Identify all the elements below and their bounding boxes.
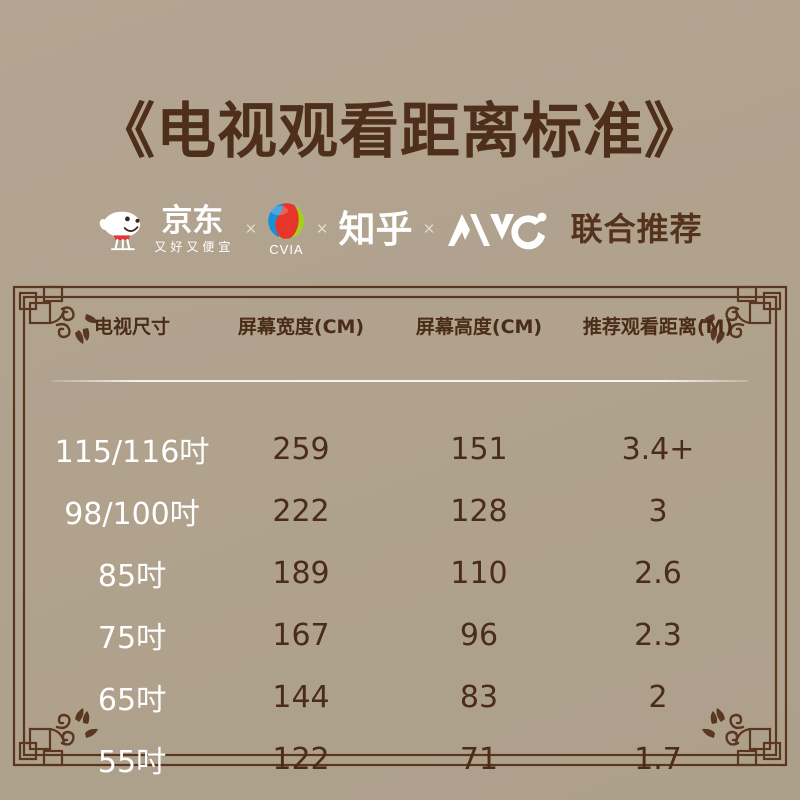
cell-size: 115/116吋 <box>54 435 210 470</box>
table-row: 75吋 167 96 2.3 <box>52 604 748 666</box>
table-header-row: 电视尺寸 屏幕宽度(CM) 屏幕高度(CM) 推荐观看距离(M) <box>52 312 748 358</box>
endorsement-label: 联合推荐 <box>570 210 703 248</box>
brand-logo-row: 京东 又好又便宜 × CVIA × <box>0 196 800 262</box>
brand-cvia: CVIA <box>267 202 305 256</box>
cell-width: 167 <box>272 617 330 653</box>
page-title: 《电视观看距离标准》 <box>95 97 705 167</box>
cell-distance: 3.4+ <box>621 431 695 467</box>
header-divider-cell <box>52 358 748 418</box>
column-header-width: 屏幕宽度(CM) <box>237 316 365 338</box>
header-divider-row <box>52 358 748 418</box>
column-header-distance: 推荐观看距离(M) <box>582 316 734 338</box>
brand-separator-1: × <box>245 218 257 240</box>
cell-height: 151 <box>450 431 508 467</box>
cell-height: 71 <box>459 741 499 777</box>
column-header-size: 电视尺寸 <box>93 316 170 338</box>
cell-size: 75吋 <box>97 621 167 656</box>
brand-separator-2: × <box>316 218 328 240</box>
brand-separator-3: × <box>423 218 435 240</box>
cell-distance: 2.3 <box>634 617 682 653</box>
table-row: 85吋 189 110 2.6 <box>52 542 748 604</box>
cvia-name: CVIA <box>269 242 304 257</box>
table-row: 98/100吋 222 128 3 <box>52 480 748 542</box>
cell-distance: 3 <box>648 493 668 529</box>
tv-distance-table-wrapper: 电视尺寸 屏幕宽度(CM) 屏幕高度(CM) 推荐观看距离(M) 115/116… <box>52 312 748 790</box>
brand-avc <box>446 208 554 250</box>
cell-width: 189 <box>272 555 330 591</box>
table-head: 电视尺寸 屏幕宽度(CM) 屏幕高度(CM) 推荐观看距离(M) <box>52 312 748 418</box>
cell-size: 85吋 <box>97 559 167 594</box>
cell-width: 144 <box>272 679 330 715</box>
cell-width: 259 <box>272 431 330 467</box>
cell-width: 222 <box>272 493 330 529</box>
table-row: 55吋 122 71 1.7 <box>52 728 748 790</box>
cell-size: 55吋 <box>97 745 167 780</box>
jd-name: 京东 <box>161 202 224 239</box>
cell-height: 128 <box>450 493 508 529</box>
cell-size: 65吋 <box>97 683 167 718</box>
cell-distance: 2.6 <box>634 555 682 591</box>
jd-wordmark: 京东 又好又便宜 <box>150 202 235 254</box>
table-body: 115/116吋 259 151 3.4+ 98/100吋 222 128 3 … <box>52 418 748 790</box>
cell-height: 96 <box>459 617 499 653</box>
header-divider-line <box>52 380 748 382</box>
column-header-height: 屏幕高度(CM) <box>415 316 543 338</box>
title-area: 《电视观看距离标准》 <box>0 96 800 168</box>
cell-height: 83 <box>459 679 499 715</box>
avc-logo-icon <box>447 212 547 250</box>
brand-jd: 京东 又好又便宜 <box>97 202 235 254</box>
brand-zhihu: 知乎 <box>339 211 413 248</box>
jd-dog-icon <box>100 211 141 251</box>
jd-slogan: 又好又便宜 <box>154 239 235 254</box>
table-row: 115/116吋 259 151 3.4+ <box>52 418 748 480</box>
cell-distance: 2 <box>648 679 668 715</box>
cvia-sphere-icon <box>268 202 305 240</box>
cell-width: 122 <box>272 741 330 777</box>
cell-height: 110 <box>450 555 508 591</box>
tv-distance-table: 电视尺寸 屏幕宽度(CM) 屏幕高度(CM) 推荐观看距离(M) 115/116… <box>52 312 748 790</box>
table-row: 65吋 144 83 2 <box>52 666 748 728</box>
cell-size: 98/100吋 <box>64 497 200 532</box>
cell-distance: 1.7 <box>634 741 682 777</box>
zhihu-name: 知乎 <box>338 207 413 251</box>
